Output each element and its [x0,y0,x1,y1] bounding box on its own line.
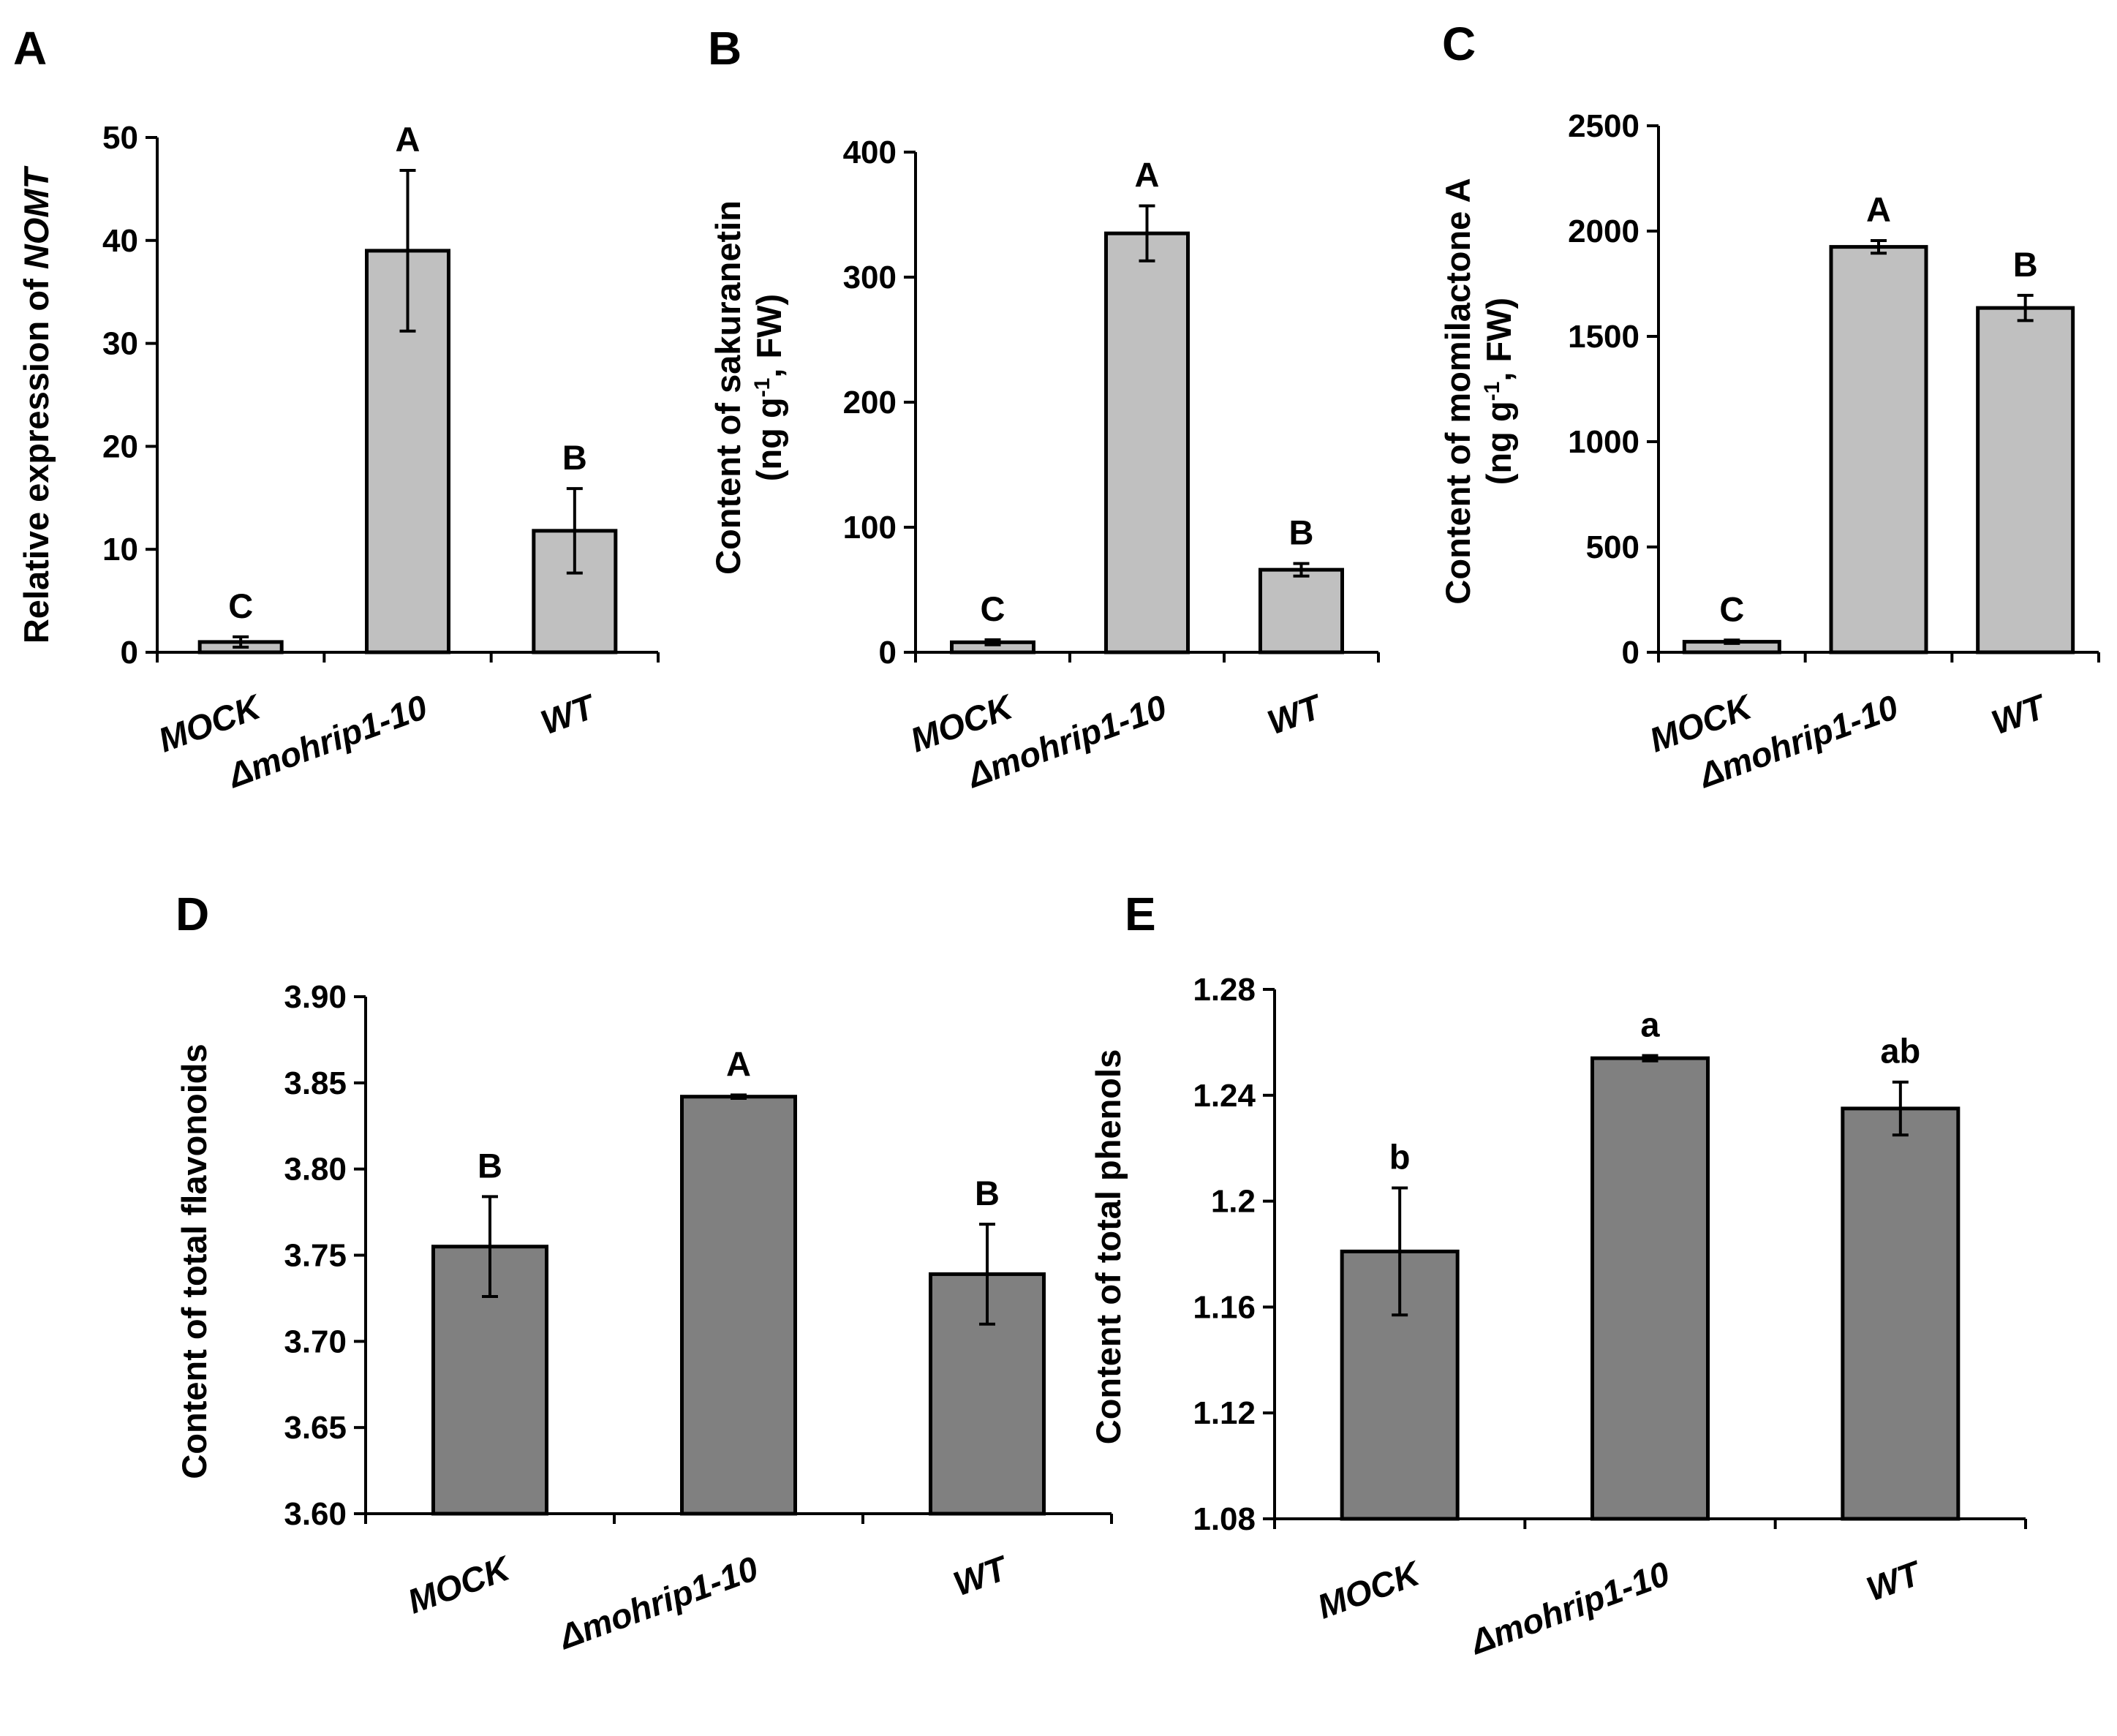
panel-c-error-bar [1871,238,1887,255]
panel-b-error-bar [984,638,1001,646]
panel-c-error-bar [2017,293,2034,322]
panel-b-letter: B [708,22,741,75]
panel-e-bar [1841,1106,1961,1521]
panel-b-significance-label: A [1135,156,1160,195]
panel-b-y-axis-title-line2: (ng g-1, FW) [750,294,788,481]
panel-b-y-axis-title-fw: , FW) [750,294,788,378]
panel-e-y-tick-label: 1.24 [1193,1078,1256,1114]
panel-d-error-bar [979,1223,995,1326]
panel-b-y-axis-title-unit: (ng g [750,397,788,481]
panel-d-y-tick-label: 3.85 [284,1065,347,1101]
panel-c-bar [1976,306,2075,654]
panel-b-bar [1258,567,1344,654]
panel-d-significance-label: B [478,1146,502,1185]
panel-e-y-tick-label: 1.16 [1193,1289,1256,1325]
panel-a-y-tick-label: 50 [102,120,138,156]
panel-d-letter: D [176,888,209,940]
panel-b-y-axis-title-sup: -1 [750,378,774,398]
panel-b-error-bar [1139,204,1155,263]
panel-b-y-tick-label: 200 [843,385,897,420]
panel-c-significance-label: C [1719,589,1744,628]
panel-a-error-bar [566,487,583,575]
panel-a-y-tick-label: 20 [102,429,138,464]
panel-e-y-tick-label: 1.2 [1211,1184,1256,1220]
panel-e-error-bar [1392,1186,1408,1317]
panel-b-y-axis-title-line1: Content of sakuranetin [709,200,747,575]
panel-b-y-tick-label: 400 [843,135,897,170]
panel-d-error-bar [731,1093,747,1101]
panel-a-y-tick-label: 30 [102,326,138,362]
panel-e-letter: E [1125,888,1156,940]
panel-e-significance-label: a [1640,1005,1660,1044]
panel-a-y-axis-title: Relative expression of NOMT [17,165,56,644]
panel-c-y-axis-title-line1: Content of momilactone A [1438,178,1477,604]
panel-c-y-tick-label: 2000 [1568,214,1639,249]
panel-b-bar [1104,231,1190,654]
panel-c-y-axis-title-sup: -1 [1480,382,1504,401]
panel-a-y-axis-title-gene: NOMT [17,165,56,270]
panel-b-significance-label: B [1289,513,1314,552]
panel-e-error-bar [1892,1080,1909,1137]
panel-b-y-tick-label: 0 [879,635,897,671]
panel-a-y-tick-label: 40 [102,223,138,259]
panel-e-bar [1590,1056,1710,1521]
panel-a-letter: A [13,22,47,75]
panel-c-y-axis-title-unit: (ng g [1479,401,1518,485]
panel-d-y-tick-label: 3.75 [284,1238,347,1274]
panel-c-y-tick-label: 1000 [1568,424,1639,460]
panel-e-y-tick-label: 1.28 [1193,972,1256,1008]
panel-c-y-tick-label: 500 [1586,529,1639,565]
panel-c-significance-label: B [2013,245,2038,284]
panel-a-error-bar [399,169,416,333]
panel-e-y-tick-label: 1.08 [1193,1501,1256,1537]
panel-d-y-tick-label: 3.70 [284,1324,347,1359]
panel-a-significance-label: A [396,120,420,159]
panel-e-error-bar [1642,1054,1658,1063]
panel-c-letter: C [1442,18,1476,70]
panel-a-y-axis-title-text: Relative expression of [17,269,56,644]
panel-d-y-tick-label: 3.60 [284,1496,347,1532]
panel-c-error-bar [1724,638,1740,645]
panel-d-y-axis-title: Content of total flavonoids [175,1044,214,1479]
panel-d-y-tick-label: 3.80 [284,1152,347,1188]
panel-a-error-bar [233,635,249,649]
panel-d-significance-label: B [975,1174,1000,1212]
panel-d-bar [680,1095,797,1516]
panel-d-bar [929,1272,1046,1516]
panel-b-significance-label: C [981,589,1005,628]
panel-d-significance-label: A [726,1044,751,1083]
panel-c-y-axis-title-fw: , FW) [1479,298,1518,382]
panel-c-significance-label: A [1866,190,1891,229]
panel-d-error-bar [482,1195,498,1299]
panel-d-y-tick-label: 3.90 [284,979,347,1015]
panel-a-y-tick-label: 0 [121,635,138,671]
panel-c-bar [1829,245,1928,654]
panel-d-y-tick-label: 3.65 [284,1410,347,1446]
panel-e-significance-label: b [1389,1138,1411,1177]
panel-e-y-tick-label: 1.12 [1193,1395,1256,1431]
panel-c-y-axis-title-line2: (ng g-1, FW) [1479,298,1518,485]
panel-e-y-axis-title: Content of total phenols [1089,1049,1128,1444]
panel-b-y-tick-label: 100 [843,510,897,546]
panel-b-error-bar [1293,562,1310,578]
panel-a-y-tick-label: 10 [102,532,138,567]
panel-c-y-tick-label: 2500 [1568,108,1639,144]
panel-c-y-tick-label: 0 [1622,635,1639,671]
panel-c-y-tick-label: 1500 [1568,319,1639,355]
panel-b-y-tick-label: 300 [843,260,897,295]
panel-a-significance-label: C [228,586,253,625]
panel-a-significance-label: B [562,438,587,477]
panel-e-significance-label: ab [1880,1032,1920,1071]
